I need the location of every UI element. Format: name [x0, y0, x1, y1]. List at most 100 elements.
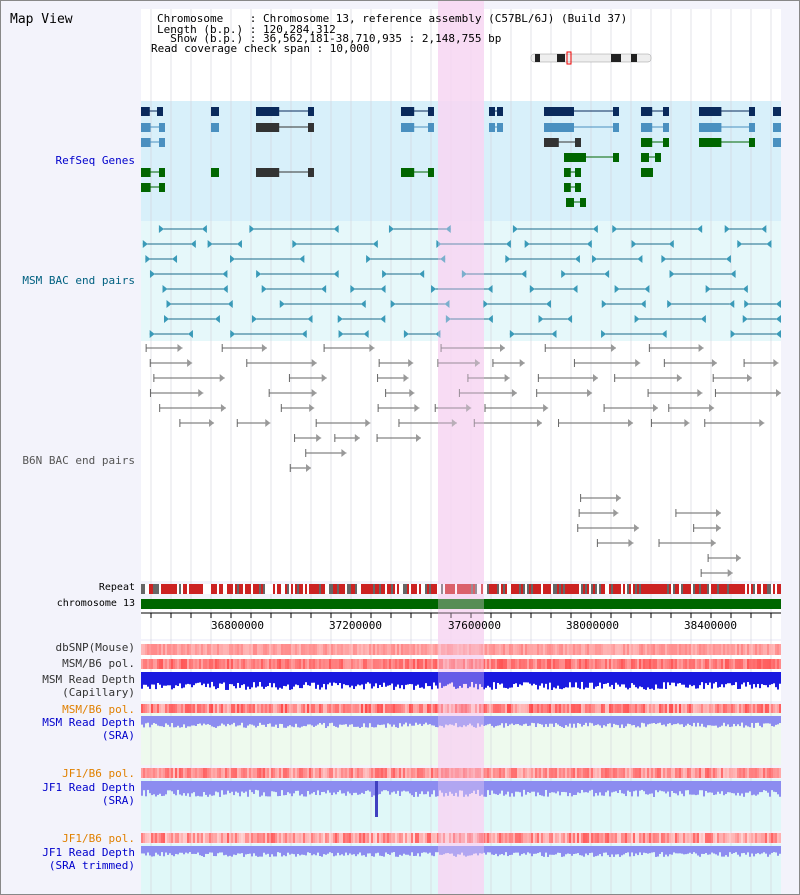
msm-pol-heat [697, 704, 699, 713]
msm-sra-depth-bar [711, 716, 713, 726]
b6n-end-marker [177, 344, 183, 352]
jf1-sra-depth-bar [209, 781, 211, 795]
msm-pol-heat [563, 659, 565, 669]
jf1-sra-depth-bar [687, 781, 689, 791]
jf1-pol-heat [551, 768, 553, 778]
jf1-pol-heat [431, 833, 433, 843]
jf1-pol-heat [749, 833, 751, 843]
dbsnp-heat [555, 644, 557, 655]
msm-pol-heat [307, 659, 309, 669]
msm-capillary-depth-bar [499, 672, 501, 685]
bac-end-marker [604, 270, 610, 278]
msm-capillary-depth-bar [571, 672, 573, 688]
msm-pol-heat [503, 659, 505, 669]
jf1-pol-heat [145, 768, 147, 778]
track-label-refseq[interactable]: RefSeq Genes [55, 154, 135, 167]
jf1-pol-heat [375, 768, 377, 778]
msm-capillary-depth-bar [643, 672, 645, 690]
jf1-pol-heat [761, 768, 763, 778]
repeat-mark [695, 584, 697, 594]
gene-exon [544, 138, 559, 147]
jf1-trim-depth-bar [493, 846, 495, 856]
track-label-b6n-bac[interactable]: B6N BAC end pairs [22, 454, 135, 467]
repeat-mark [351, 584, 353, 594]
jf1-pol-heat [713, 768, 715, 778]
jf1-pol-heat [713, 833, 715, 843]
repeat-mark [163, 584, 165, 594]
jf1-trim-depth-bar [475, 846, 477, 854]
msm-sra-depth-bar [527, 716, 529, 726]
dbsnp-heat [153, 644, 155, 655]
msm-capillary-depth-bar [245, 672, 247, 690]
msm-pol-heat [363, 659, 365, 669]
msm-pol-heat [421, 659, 423, 669]
msm-pol-heat [475, 659, 477, 669]
jf1-pol-heat [591, 833, 593, 843]
repeat-mark [523, 584, 525, 594]
repeat-mark [363, 584, 365, 594]
jf1-trim-depth-bar [489, 846, 491, 853]
msm-pol-heat [685, 659, 687, 669]
dbsnp-heat [223, 644, 225, 655]
jf1-pol-heat [391, 833, 393, 843]
msm-pol-heat [185, 659, 187, 669]
jf1-trim-depth-bar [533, 846, 535, 854]
msm-sra-depth-bar [223, 716, 225, 725]
msm-pol-heat [497, 659, 499, 669]
gene-exon [401, 107, 415, 116]
msm-sra-depth-bar [187, 716, 189, 727]
jf1-pol-heat [213, 768, 215, 778]
jf1-pol-heat [419, 833, 421, 843]
bac-end-marker [574, 255, 580, 263]
msm-pol-heat [715, 659, 717, 669]
dbsnp-heat [703, 644, 705, 655]
msm-capillary-depth-bar [475, 672, 477, 684]
dbsnp-heat [643, 644, 645, 655]
msm-capillary-depth-bar [561, 672, 563, 690]
msm-pol-heat [283, 704, 285, 713]
msm-pol-heat [737, 704, 739, 713]
jf1-sra-depth-bar [425, 781, 427, 795]
msm-capillary-depth-bar [223, 672, 225, 683]
dbsnp-heat [723, 644, 725, 655]
jf1-pol-heat [463, 833, 465, 843]
msm-pol-heat [373, 659, 375, 669]
msm-capillary-depth-bar [549, 672, 551, 683]
jf1-trim-depth-bar [615, 846, 617, 855]
msm-pol-heat [779, 659, 781, 669]
jf1-sra-depth-bar [407, 781, 409, 792]
jf1-pol-heat [177, 833, 179, 843]
jf1-sra-depth-bar [591, 781, 593, 790]
msm-pol-heat [187, 704, 189, 713]
msm-sra-depth-bar [505, 716, 507, 724]
msm-pol-heat [423, 659, 425, 669]
jf1-trim-depth-bar [547, 846, 549, 857]
dbsnp-heat [427, 644, 429, 655]
jf1-pol-heat [195, 768, 197, 778]
msm-sra-depth-bar [675, 716, 677, 725]
msm-sra-depth-bar [227, 716, 229, 724]
track-label-msm-bac[interactable]: MSM BAC end pairs [22, 274, 135, 287]
dbsnp-heat [261, 644, 263, 655]
jf1-pol-heat [299, 768, 301, 778]
msm-sra-depth-bar [761, 716, 763, 728]
msm-sra-depth-bar [651, 716, 653, 724]
jf1-trim-depth-bar [317, 846, 319, 853]
gene-exon [641, 168, 647, 177]
jf1-pol-heat [179, 768, 181, 778]
dbsnp-heat [661, 644, 663, 655]
jf1-trim-depth-bar [191, 846, 193, 854]
jf1-sra-depth-bar [325, 781, 327, 794]
dbsnp-heat [395, 644, 397, 655]
jf1-trim-depth-bar [747, 846, 749, 853]
dbsnp-heat [323, 644, 325, 655]
dbsnp-heat [277, 644, 279, 655]
dbsnp-heat [713, 644, 715, 655]
dbsnp-heat [329, 644, 331, 655]
jf1-pol-heat [501, 833, 503, 843]
msm-pol-heat [633, 704, 635, 713]
msm-pol-heat [637, 704, 639, 713]
jf1-pol-heat [731, 768, 733, 778]
jf1-pol-heat [449, 833, 451, 843]
